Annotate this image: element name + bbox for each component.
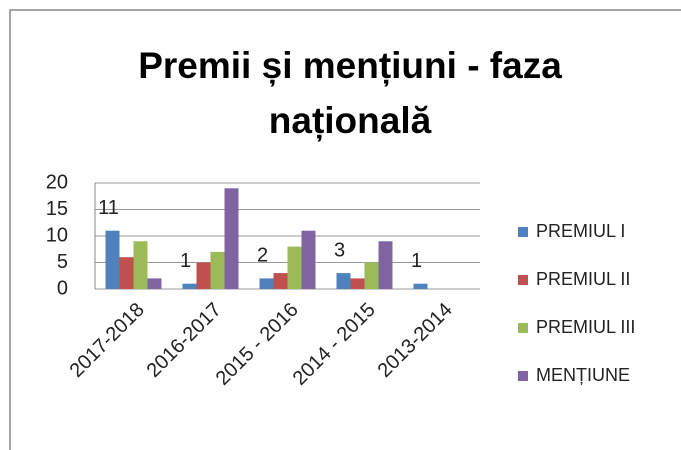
legend-swatch <box>518 323 528 333</box>
x-tick-label: 2015 - 2016 <box>212 299 303 390</box>
bar <box>287 246 302 289</box>
bar <box>378 241 393 289</box>
bar <box>259 278 274 289</box>
legend-label: PREMIUL II <box>536 269 630 289</box>
bar <box>196 262 211 289</box>
bar <box>350 278 365 289</box>
bar <box>210 251 225 289</box>
bar <box>133 241 148 289</box>
data-label: 11 <box>98 197 119 219</box>
x-tick-label: 2013-2014 <box>374 299 457 382</box>
y-tick-label: 0 <box>57 277 68 299</box>
bar <box>336 273 351 289</box>
frame <box>9 9 681 450</box>
bar <box>301 230 316 289</box>
legend-swatch <box>518 275 528 285</box>
x-tick-label: 2014 - 2015 <box>289 299 380 390</box>
bar <box>147 278 162 289</box>
legend-label: MENȚIUNE <box>536 365 630 385</box>
chart-title: Premii și mențiuni - faza națională <box>138 45 562 141</box>
data-label: 1 <box>180 250 191 272</box>
bar <box>105 230 120 289</box>
x-tick-label: 2016-2017 <box>143 299 226 382</box>
legend-label: PREMIUL III <box>536 317 635 337</box>
bar <box>413 283 428 289</box>
bar <box>273 273 288 289</box>
bar <box>364 262 379 289</box>
legend-label: PREMIUL I <box>536 221 625 241</box>
legend-swatch <box>518 227 528 237</box>
bar <box>182 283 197 289</box>
bar <box>224 188 239 289</box>
x-tick-label: 2017-2018 <box>66 299 149 382</box>
data-label: 1 <box>411 250 422 272</box>
bar <box>119 257 134 289</box>
legend-swatch <box>518 371 528 381</box>
y-tick-label: 20 <box>46 171 68 193</box>
y-tick-label: 15 <box>46 198 68 220</box>
data-label: 2 <box>257 245 268 267</box>
y-tick-label: 10 <box>46 224 68 246</box>
y-tick-label: 5 <box>57 251 68 273</box>
data-label: 3 <box>334 239 345 261</box>
